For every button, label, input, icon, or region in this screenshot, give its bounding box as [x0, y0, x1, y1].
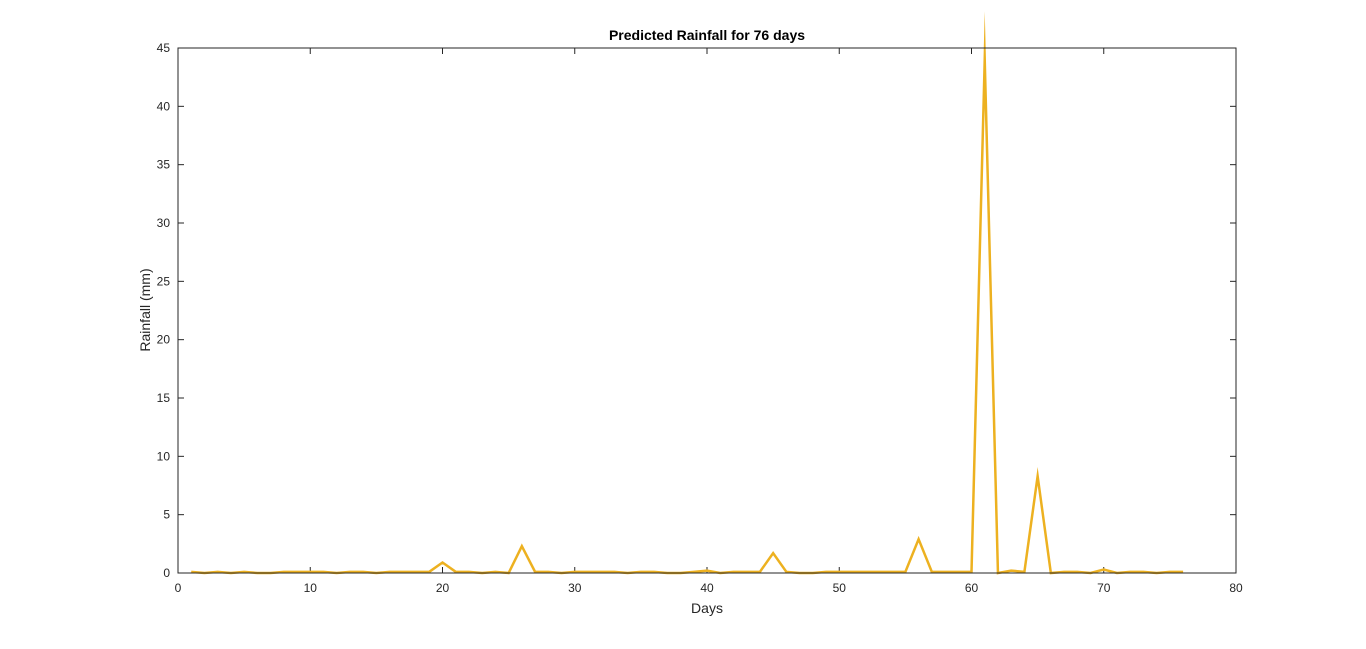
- x-tick-label: 60: [965, 581, 979, 595]
- axes-background: [178, 48, 1236, 573]
- tick-labels-layer: 0 10 20 30 40 50 60 70 80 0 5 10 15 20 25 30 35 40 45: [157, 41, 1243, 595]
- y-tick-label: 20: [157, 333, 171, 347]
- y-tick-label: 45: [157, 41, 171, 55]
- x-tick-label: 10: [304, 581, 318, 595]
- chart-title: Predicted Rainfall for 76 days: [609, 27, 805, 43]
- x-tick-label: 0: [175, 581, 182, 595]
- y-tick-label: 40: [157, 99, 171, 113]
- y-tick-label: 10: [157, 449, 171, 463]
- x-axis-label: Days: [691, 600, 723, 616]
- axes-box: [177, 47, 1237, 574]
- x-tick-label: 20: [436, 581, 450, 595]
- y-tick-label: 15: [157, 391, 171, 405]
- y-axis-label: Rainfall (mm): [137, 268, 153, 351]
- y-tick-label: 5: [163, 508, 170, 522]
- y-tick-label: 0: [163, 566, 170, 580]
- x-tick-label: 80: [1229, 581, 1243, 595]
- y-tick-label: 25: [157, 274, 171, 288]
- rainfall-series-line: [191, 11, 1184, 575]
- x-tick-label: 40: [700, 581, 714, 595]
- x-tick-label: 70: [1097, 581, 1111, 595]
- x-tick-label: 30: [568, 581, 582, 595]
- y-tick-label: 30: [157, 216, 171, 230]
- series-layer: [191, 11, 1184, 575]
- y-tick-label: 35: [157, 158, 171, 172]
- x-tick-label: 50: [833, 581, 847, 595]
